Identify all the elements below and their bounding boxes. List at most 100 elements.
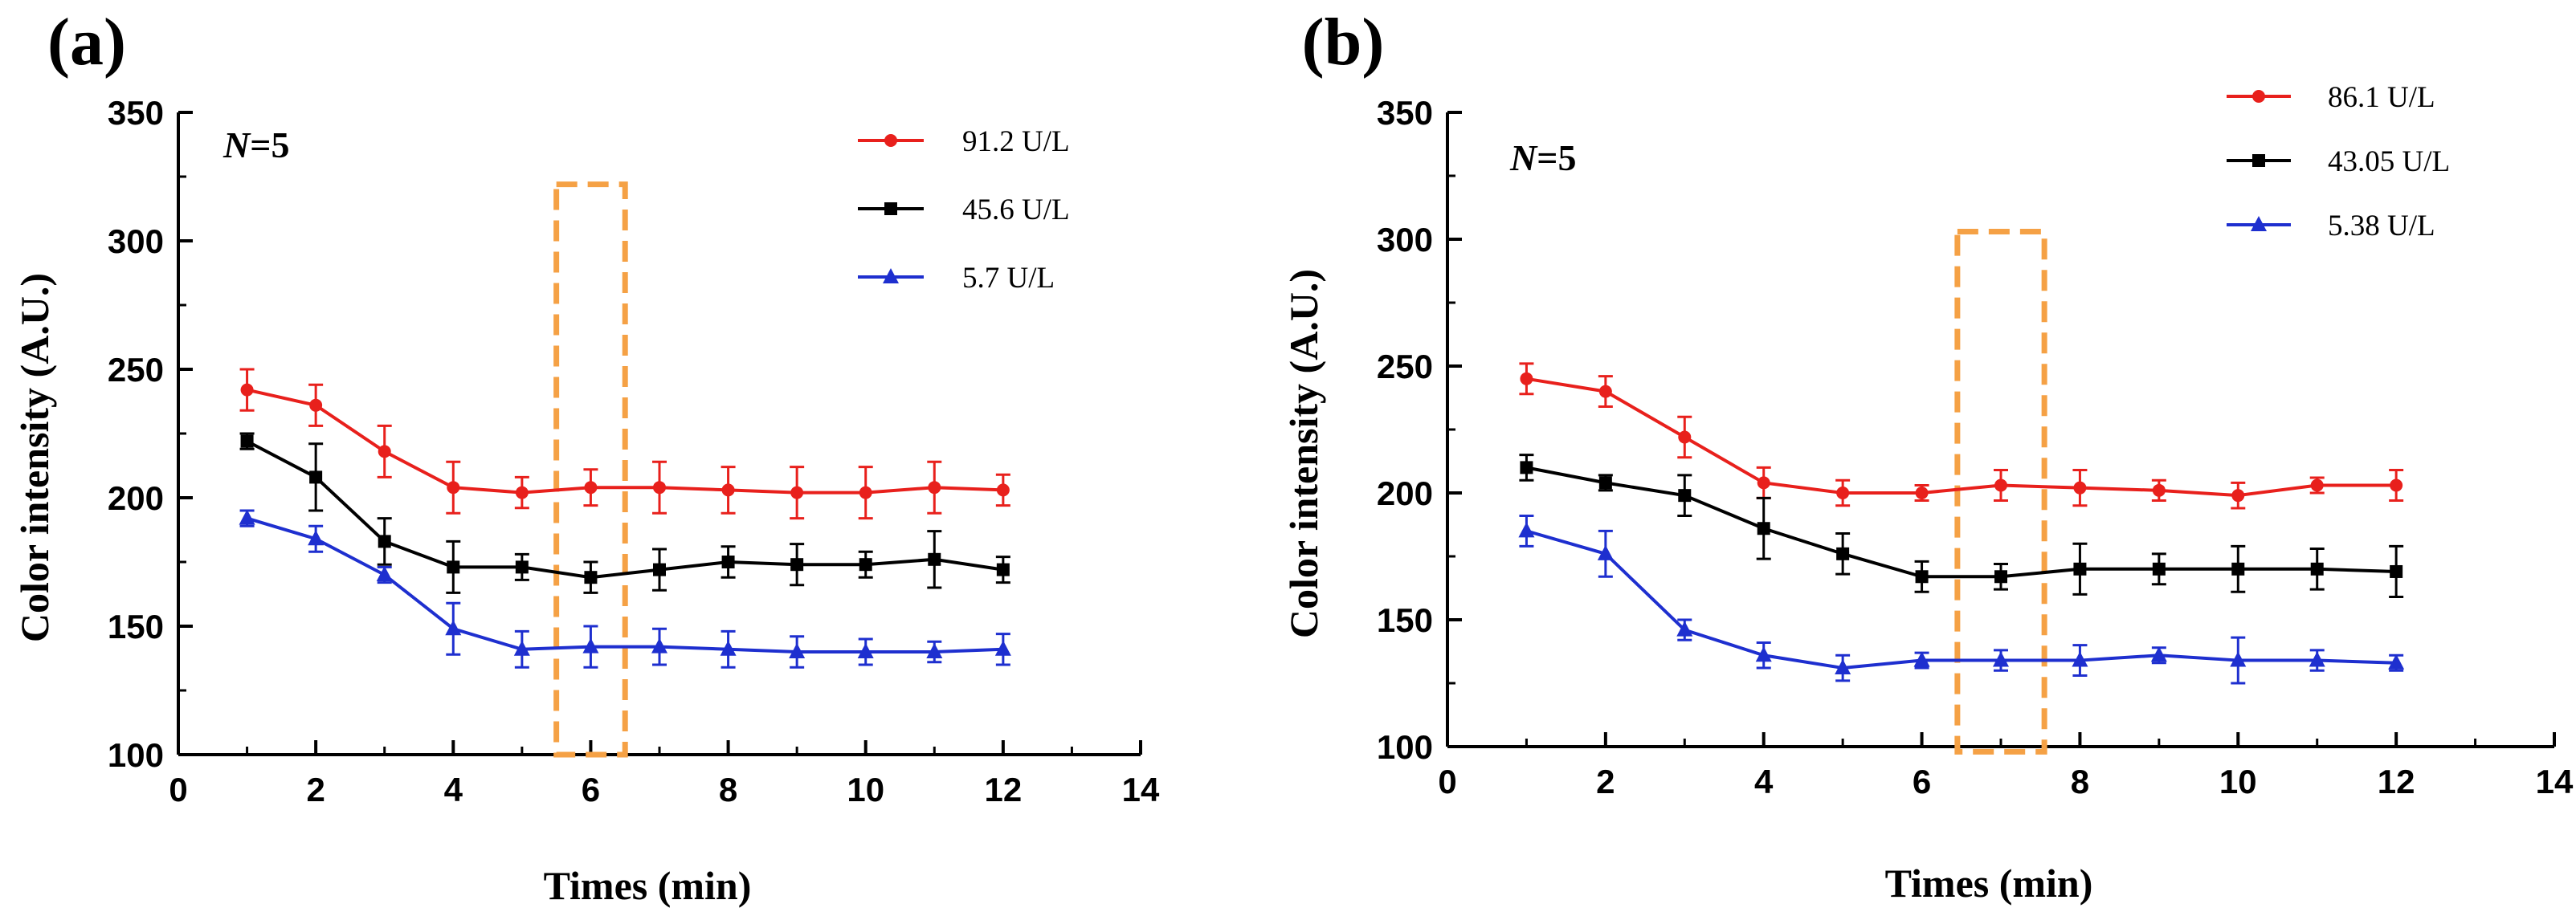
data-point [928, 481, 941, 495]
legend-label: 91.2 U/L [962, 125, 1070, 158]
data-point [2310, 478, 2324, 492]
data-point [2150, 646, 2167, 662]
data-point [720, 640, 737, 656]
data-point [584, 481, 598, 495]
data-point [2310, 562, 2324, 576]
legend-label: 45.6 U/L [962, 193, 1070, 226]
y-axis-title: Color intensity (A.U.) [12, 273, 57, 642]
data-point [1994, 570, 2007, 584]
data-point [1520, 372, 1533, 385]
data-point [2388, 653, 2405, 670]
data-point [1913, 651, 1930, 667]
data-point [515, 560, 529, 574]
legend-label: 5.7 U/L [962, 262, 1055, 295]
y-tick-label: 200 [1377, 474, 1433, 512]
chart-panel-a: (a) N=5 100 150 200 250 300 350 0 2 4 6 8 10 12 14 Times… [12, 5, 1160, 908]
sample-size-symbol: N [1509, 137, 1538, 178]
data-point [239, 509, 255, 525]
series-line [1525, 529, 2397, 670]
x-tick-label: 10 [2219, 763, 2257, 800]
data-point [994, 640, 1011, 656]
x-tick-label: 4 [444, 771, 463, 808]
data-point [515, 486, 529, 499]
data-point [1994, 478, 2007, 492]
series-line [1526, 377, 2397, 498]
x-tick-label: 4 [1754, 763, 1774, 800]
series-line [246, 439, 1004, 580]
x-tick-label: 6 [582, 771, 600, 808]
data-point [651, 637, 667, 653]
highlight-box [553, 181, 628, 758]
data-point [996, 483, 1010, 497]
series-91-2-u-l [239, 368, 1010, 520]
data-point [2390, 478, 2403, 492]
data-point [653, 563, 666, 576]
data-point [1598, 476, 1612, 490]
data-point [309, 470, 323, 484]
data-point [790, 558, 804, 572]
series-5-7-u-l [239, 509, 1011, 669]
data-point [2231, 562, 2245, 576]
y-tick-label: 200 [108, 479, 164, 517]
legend-label: 86.1 U/L [2328, 81, 2435, 114]
y-tick-label: 150 [1377, 601, 1433, 639]
data-point [308, 530, 325, 546]
data-point [1915, 570, 1929, 584]
series-5-38-u-l [1518, 514, 2405, 685]
y-tick-label: 100 [108, 736, 164, 774]
data-point [2073, 481, 2087, 495]
data-point [1676, 621, 1693, 637]
data-point [1597, 544, 1614, 560]
sample-size-symbol: N [222, 124, 251, 165]
data-point [378, 535, 391, 548]
highlight-box [1954, 229, 2047, 755]
x-tick-label: 2 [306, 771, 325, 808]
panel-label: (a) [47, 5, 126, 79]
data-point [2390, 564, 2403, 578]
data-point [2073, 562, 2087, 576]
series-line [1526, 466, 2397, 579]
data-point [376, 566, 393, 581]
data-point [1757, 476, 1770, 490]
x-tick-label: 6 [1913, 763, 1931, 800]
data-point [857, 643, 874, 658]
data-point [2072, 651, 2088, 667]
y-tick-label: 350 [108, 94, 164, 132]
y-tick-label: 100 [1377, 728, 1433, 766]
legend-marker [884, 202, 897, 215]
data-point [1598, 385, 1612, 398]
x-tick-label: 12 [984, 771, 1022, 808]
x-tick-label: 0 [169, 771, 187, 808]
data-point [2231, 489, 2245, 503]
x-axis-title: Times (min) [1885, 861, 2093, 906]
data-point [859, 486, 872, 499]
series-45-6-u-l [239, 432, 1010, 594]
data-point [2230, 651, 2247, 667]
data-point [1678, 430, 1692, 444]
data-point [1836, 487, 1850, 499]
data-point [1835, 659, 1851, 675]
legend-marker [883, 268, 899, 283]
data-point [240, 383, 254, 397]
x-tick-label: 14 [1122, 771, 1160, 808]
data-point [2152, 483, 2166, 497]
sample-size-label: N=5 [222, 124, 289, 165]
panel-label: (b) [1302, 5, 1385, 79]
x-tick-label: 2 [1596, 763, 1615, 800]
data-point [2309, 651, 2325, 667]
legend-entry: 5.7 U/L [858, 262, 1055, 295]
sample-size-value: =5 [250, 124, 289, 165]
legend-entry: 86.1 U/L [2227, 81, 2435, 114]
data-point [445, 620, 462, 636]
legend-entry: 91.2 U/L [858, 125, 1070, 158]
data-point [790, 486, 804, 499]
data-point [447, 481, 460, 495]
data-point [582, 637, 599, 653]
data-point [309, 398, 323, 412]
y-tick-label: 350 [1377, 94, 1433, 132]
series-86-1-u-l [1519, 362, 2404, 510]
legend-entry: 45.6 U/L [858, 193, 1070, 226]
data-point [926, 643, 943, 658]
y-axis-title: Color intensity (A.U.) [1281, 269, 1326, 638]
x-tick-label: 14 [2536, 763, 2574, 800]
